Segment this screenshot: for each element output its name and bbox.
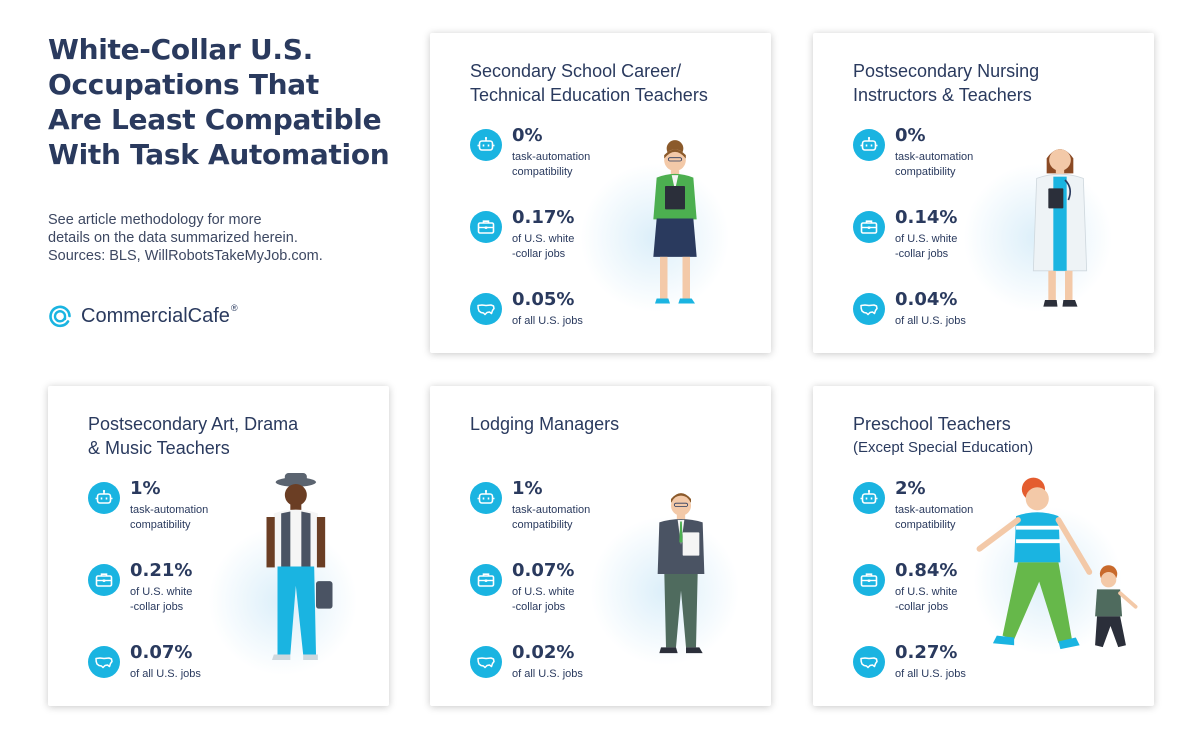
white-collar-value: 0.21% xyxy=(130,560,193,581)
white-collar-label: of U.S. white -collar jobs xyxy=(512,233,575,260)
occupation-title-line: Lodging Managers xyxy=(470,414,620,434)
white-collar-stat: 0.14% of U.S. white -collar jobs xyxy=(853,207,1013,271)
occupation-title-line: & Music Teachers xyxy=(88,438,230,458)
automation-value: 0% xyxy=(895,125,926,146)
usa-map-icon xyxy=(853,646,885,678)
all-jobs-label: of all U.S. jobs xyxy=(512,668,583,680)
occupation-card: Secondary School Career/Technical Educat… xyxy=(430,33,771,353)
automation-label: task-automation compatibility xyxy=(895,151,974,178)
automation-value: 1% xyxy=(512,478,543,499)
robot-icon xyxy=(470,129,502,161)
automation-stat: 2% task-automation compatibility xyxy=(853,478,1013,542)
occupation-title: Lodging Managers xyxy=(470,412,619,436)
all-jobs-stat: 0.02% of all U.S. jobs xyxy=(470,642,630,706)
all-jobs-stat: 0.27% of all U.S. jobs xyxy=(853,642,1013,706)
all-jobs-value: 0.05% xyxy=(512,289,575,310)
methodology-note-line: details on the data summarized herein. xyxy=(48,230,298,246)
usa-map-icon xyxy=(470,293,502,325)
occupation-title: Postsecondary Nursing Instructors & Teach… xyxy=(853,59,1039,107)
briefcase-icon xyxy=(88,564,120,596)
all-jobs-label: of all U.S. jobs xyxy=(895,315,966,327)
occupation-card: Postsecondary Nursing Instructors & Teach… xyxy=(813,33,1154,353)
briefcase-icon xyxy=(853,211,885,243)
automation-stat: 1% task-automation compatibility xyxy=(470,478,630,542)
white-collar-value: 0.17% xyxy=(512,207,575,228)
automation-label: task-automation compatibility xyxy=(512,504,591,531)
automation-value: 0% xyxy=(512,125,543,146)
white-collar-value: 0.14% xyxy=(895,207,958,228)
white-collar-label: of U.S. white -collar jobs xyxy=(512,586,575,613)
automation-value: 1% xyxy=(130,478,161,499)
teacher-illustration xyxy=(653,140,697,304)
all-jobs-stat: 0.05% of all U.S. jobs xyxy=(470,289,630,353)
methodology-note-line: See article methodology for more xyxy=(48,212,262,228)
white-collar-value: 0.07% xyxy=(512,560,575,581)
usa-map-icon xyxy=(853,293,885,325)
usa-map-icon xyxy=(88,646,120,678)
all-jobs-value: 0.27% xyxy=(895,642,958,663)
usa-map-icon xyxy=(470,646,502,678)
all-jobs-label: of all U.S. jobs xyxy=(895,668,966,680)
preschool-teacher-illustration xyxy=(976,477,1138,650)
robot-icon xyxy=(88,482,120,514)
automation-stat: 0% task-automation compatibility xyxy=(853,125,1013,189)
automation-label: task-automation compatibility xyxy=(130,504,209,531)
brand-logo[interactable]: CommercialCafe® xyxy=(48,302,238,328)
automation-label: task-automation compatibility xyxy=(512,151,591,178)
occupation-title: Postsecondary Art, Drama & Music Teachers xyxy=(88,412,298,460)
occupation-card: Preschool Teachers (Except Special Educat… xyxy=(813,386,1154,706)
white-collar-stat: 0.21% of U.S. white -collar jobs xyxy=(88,560,248,624)
occupation-card: Lodging Managers 1% task-automation compa… xyxy=(430,386,771,706)
white-collar-label: of U.S. white -collar jobs xyxy=(895,233,958,260)
white-collar-stat: 0.17% of U.S. white -collar jobs xyxy=(470,207,630,271)
briefcase-icon xyxy=(470,211,502,243)
all-jobs-stat: 0.04% of all U.S. jobs xyxy=(853,289,1013,353)
white-collar-label: of U.S. white -collar jobs xyxy=(895,586,958,613)
automation-stat: 0% task-automation compatibility xyxy=(470,125,630,189)
occupation-title-line: Instructors & Teachers xyxy=(853,85,1032,105)
page-title-line: White-Collar U.S. xyxy=(48,33,313,66)
occupation-title-line: Postsecondary Nursing xyxy=(853,61,1040,81)
occupation-title: Secondary School Career/Technical Educat… xyxy=(470,59,708,107)
all-jobs-label: of all U.S. jobs xyxy=(512,315,583,327)
occupation-title-line: Technical Education Teachers xyxy=(470,85,708,105)
all-jobs-label: of all U.S. jobs xyxy=(130,668,201,680)
white-collar-label: of U.S. white -collar jobs xyxy=(130,586,193,613)
briefcase-icon xyxy=(853,564,885,596)
occupation-title-line: (Except Special Education) xyxy=(853,439,1034,456)
page-title-line: With Task Automation xyxy=(48,138,390,171)
page-title-line: Are Least Compatible xyxy=(48,103,382,136)
art-teacher-illustration xyxy=(266,473,333,660)
all-jobs-value: 0.07% xyxy=(130,642,193,663)
lodging-manager-illustration xyxy=(657,493,705,654)
commercialcafe-logo-icon xyxy=(49,305,71,328)
white-collar-stat: 0.84% of U.S. white -collar jobs xyxy=(853,560,1013,624)
nurse-instructor-illustration xyxy=(1032,149,1088,307)
all-jobs-value: 0.02% xyxy=(512,642,575,663)
occupation-card: Postsecondary Art, Drama & Music Teachers… xyxy=(48,386,389,706)
white-collar-stat: 0.07% of U.S. white -collar jobs xyxy=(470,560,630,624)
registered-mark: ® xyxy=(230,302,238,313)
occupation-title-line: Secondary School Career/ xyxy=(470,61,682,81)
white-collar-value: 0.84% xyxy=(895,560,958,581)
all-jobs-stat: 0.07% of all U.S. jobs xyxy=(88,642,248,706)
page-title: White-Collar U.S. Occupations That Are L… xyxy=(48,32,408,172)
all-jobs-value: 0.04% xyxy=(895,289,958,310)
robot-icon xyxy=(853,482,885,514)
brand-name: CommercialCafe® xyxy=(81,302,238,327)
methodology-note: See article methodology for more details… xyxy=(48,211,323,265)
robot-icon xyxy=(853,129,885,161)
briefcase-icon xyxy=(470,564,502,596)
automation-label: task-automation compatibility xyxy=(895,504,974,531)
automation-value: 2% xyxy=(895,478,926,499)
robot-icon xyxy=(470,482,502,514)
occupation-title-line: Postsecondary Art, Drama xyxy=(88,414,299,434)
methodology-note-line: Sources: BLS, WillRobotsTakeMyJob.com. xyxy=(48,248,323,264)
page-title-line: Occupations That xyxy=(48,68,319,101)
automation-stat: 1% task-automation compatibility xyxy=(88,478,248,542)
occupation-title-line: Preschool Teachers xyxy=(853,414,1011,434)
occupation-title: Preschool Teachers (Except Special Educat… xyxy=(853,412,1033,460)
